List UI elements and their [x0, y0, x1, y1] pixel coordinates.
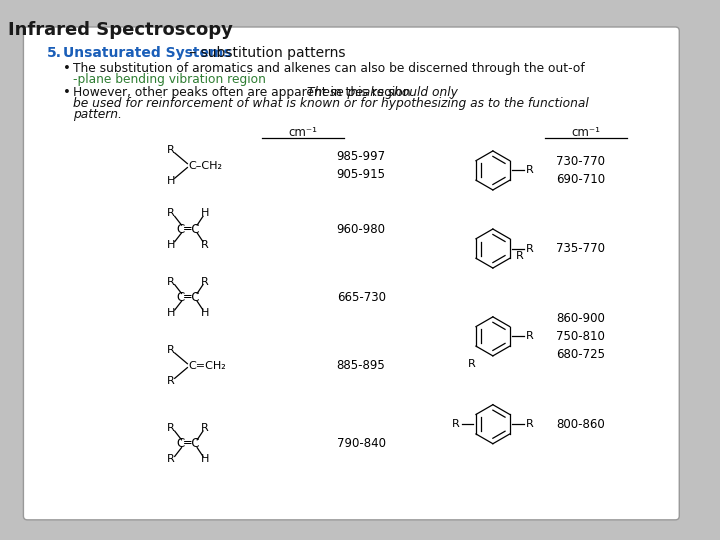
Text: Unsaturated Systems: Unsaturated Systems	[63, 45, 232, 59]
Text: R: R	[201, 423, 209, 433]
Text: C═C: C═C	[176, 222, 200, 235]
Text: C=CH₂: C=CH₂	[189, 361, 226, 370]
Text: 735-770: 735-770	[557, 242, 606, 255]
Text: R: R	[167, 345, 175, 355]
Text: These peaks should only: These peaks should only	[307, 85, 459, 98]
Text: R: R	[167, 376, 175, 386]
Text: 800-860: 800-860	[557, 418, 605, 431]
Text: H: H	[166, 240, 175, 249]
Text: R: R	[526, 332, 534, 341]
Text: R: R	[201, 276, 209, 287]
Text: R: R	[167, 276, 175, 287]
Text: cm⁻¹: cm⁻¹	[571, 126, 600, 139]
Text: 960-980: 960-980	[337, 222, 386, 235]
Text: However, other peaks often are apparent in this region.: However, other peaks often are apparent …	[73, 85, 423, 98]
Text: 5.: 5.	[47, 45, 62, 59]
Text: R: R	[452, 419, 459, 429]
Text: H: H	[201, 454, 209, 464]
Text: 790-840: 790-840	[337, 437, 386, 450]
Text: 730-770
690-710: 730-770 690-710	[557, 155, 606, 186]
Text: H: H	[201, 208, 209, 218]
Text: 985-997
905-915: 985-997 905-915	[337, 150, 386, 181]
Text: 665-730: 665-730	[337, 291, 386, 304]
Text: 885-895: 885-895	[337, 359, 385, 372]
Text: R: R	[516, 251, 523, 261]
Text: H: H	[166, 308, 175, 318]
Text: H: H	[201, 308, 209, 318]
Text: •: •	[63, 62, 71, 75]
Text: R: R	[167, 423, 175, 433]
Text: C–CH₂: C–CH₂	[189, 160, 222, 171]
Text: pattern.: pattern.	[73, 108, 122, 121]
Text: R: R	[526, 244, 534, 253]
Text: R: R	[467, 359, 475, 369]
Text: R: R	[201, 240, 209, 249]
Text: R: R	[526, 165, 534, 176]
FancyBboxPatch shape	[24, 27, 679, 520]
Text: R: R	[167, 454, 175, 464]
Text: R: R	[167, 208, 175, 218]
Text: The substitution of aromatics and alkenes can also be discerned through the out-: The substitution of aromatics and alkene…	[73, 62, 585, 75]
Text: – substitution patterns: – substitution patterns	[186, 45, 346, 59]
Text: 860-900
750-810
680-725: 860-900 750-810 680-725	[557, 312, 606, 361]
Text: C═C: C═C	[176, 291, 200, 304]
Text: R: R	[167, 145, 175, 155]
Text: R: R	[526, 419, 534, 429]
Text: C═C: C═C	[176, 437, 200, 450]
Text: H: H	[166, 176, 175, 186]
Text: Infrared Spectroscopy: Infrared Spectroscopy	[8, 21, 233, 39]
Text: cm⁻¹: cm⁻¹	[288, 126, 317, 139]
Text: -plane bending vibration region: -plane bending vibration region	[73, 73, 266, 86]
Text: be used for reinforcement of what is known or for hypothesizing as to the functi: be used for reinforcement of what is kno…	[73, 97, 589, 110]
Text: •: •	[63, 85, 71, 98]
